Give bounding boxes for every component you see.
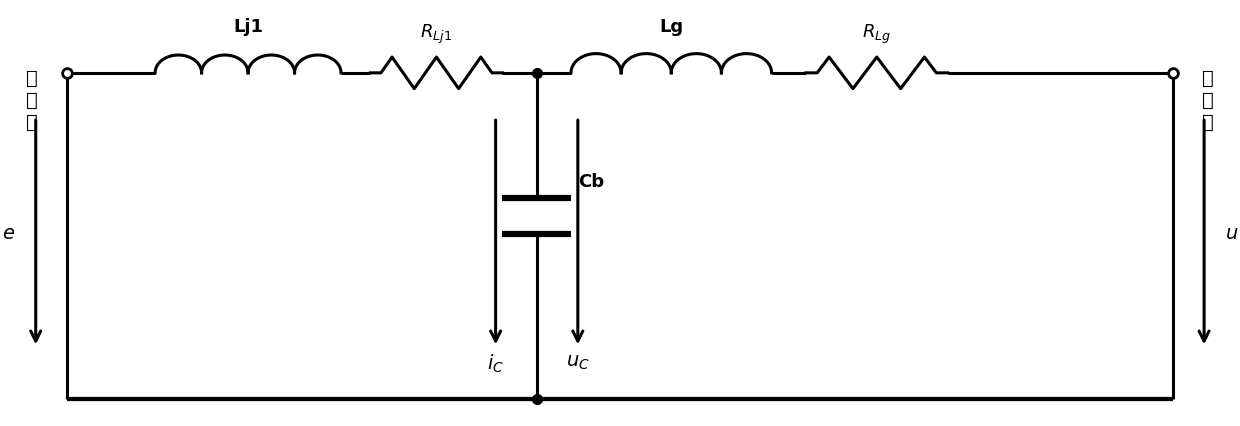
Text: Lj1: Lj1 <box>233 18 263 36</box>
Text: Cb: Cb <box>578 173 604 191</box>
Text: Lg: Lg <box>660 18 683 36</box>
Text: $R_{Lg}$: $R_{Lg}$ <box>862 23 892 46</box>
Text: $e$: $e$ <box>1 223 15 242</box>
Text: $i_C$: $i_C$ <box>487 352 505 374</box>
Text: 电
网
侧: 电 网 侧 <box>26 69 37 132</box>
Text: $u$: $u$ <box>1225 223 1239 242</box>
Text: $u_C$: $u_C$ <box>565 352 590 371</box>
Text: 桥
臂
侧: 桥 臂 侧 <box>1202 69 1214 132</box>
Text: $R_{Lj1}$: $R_{Lj1}$ <box>420 23 453 46</box>
